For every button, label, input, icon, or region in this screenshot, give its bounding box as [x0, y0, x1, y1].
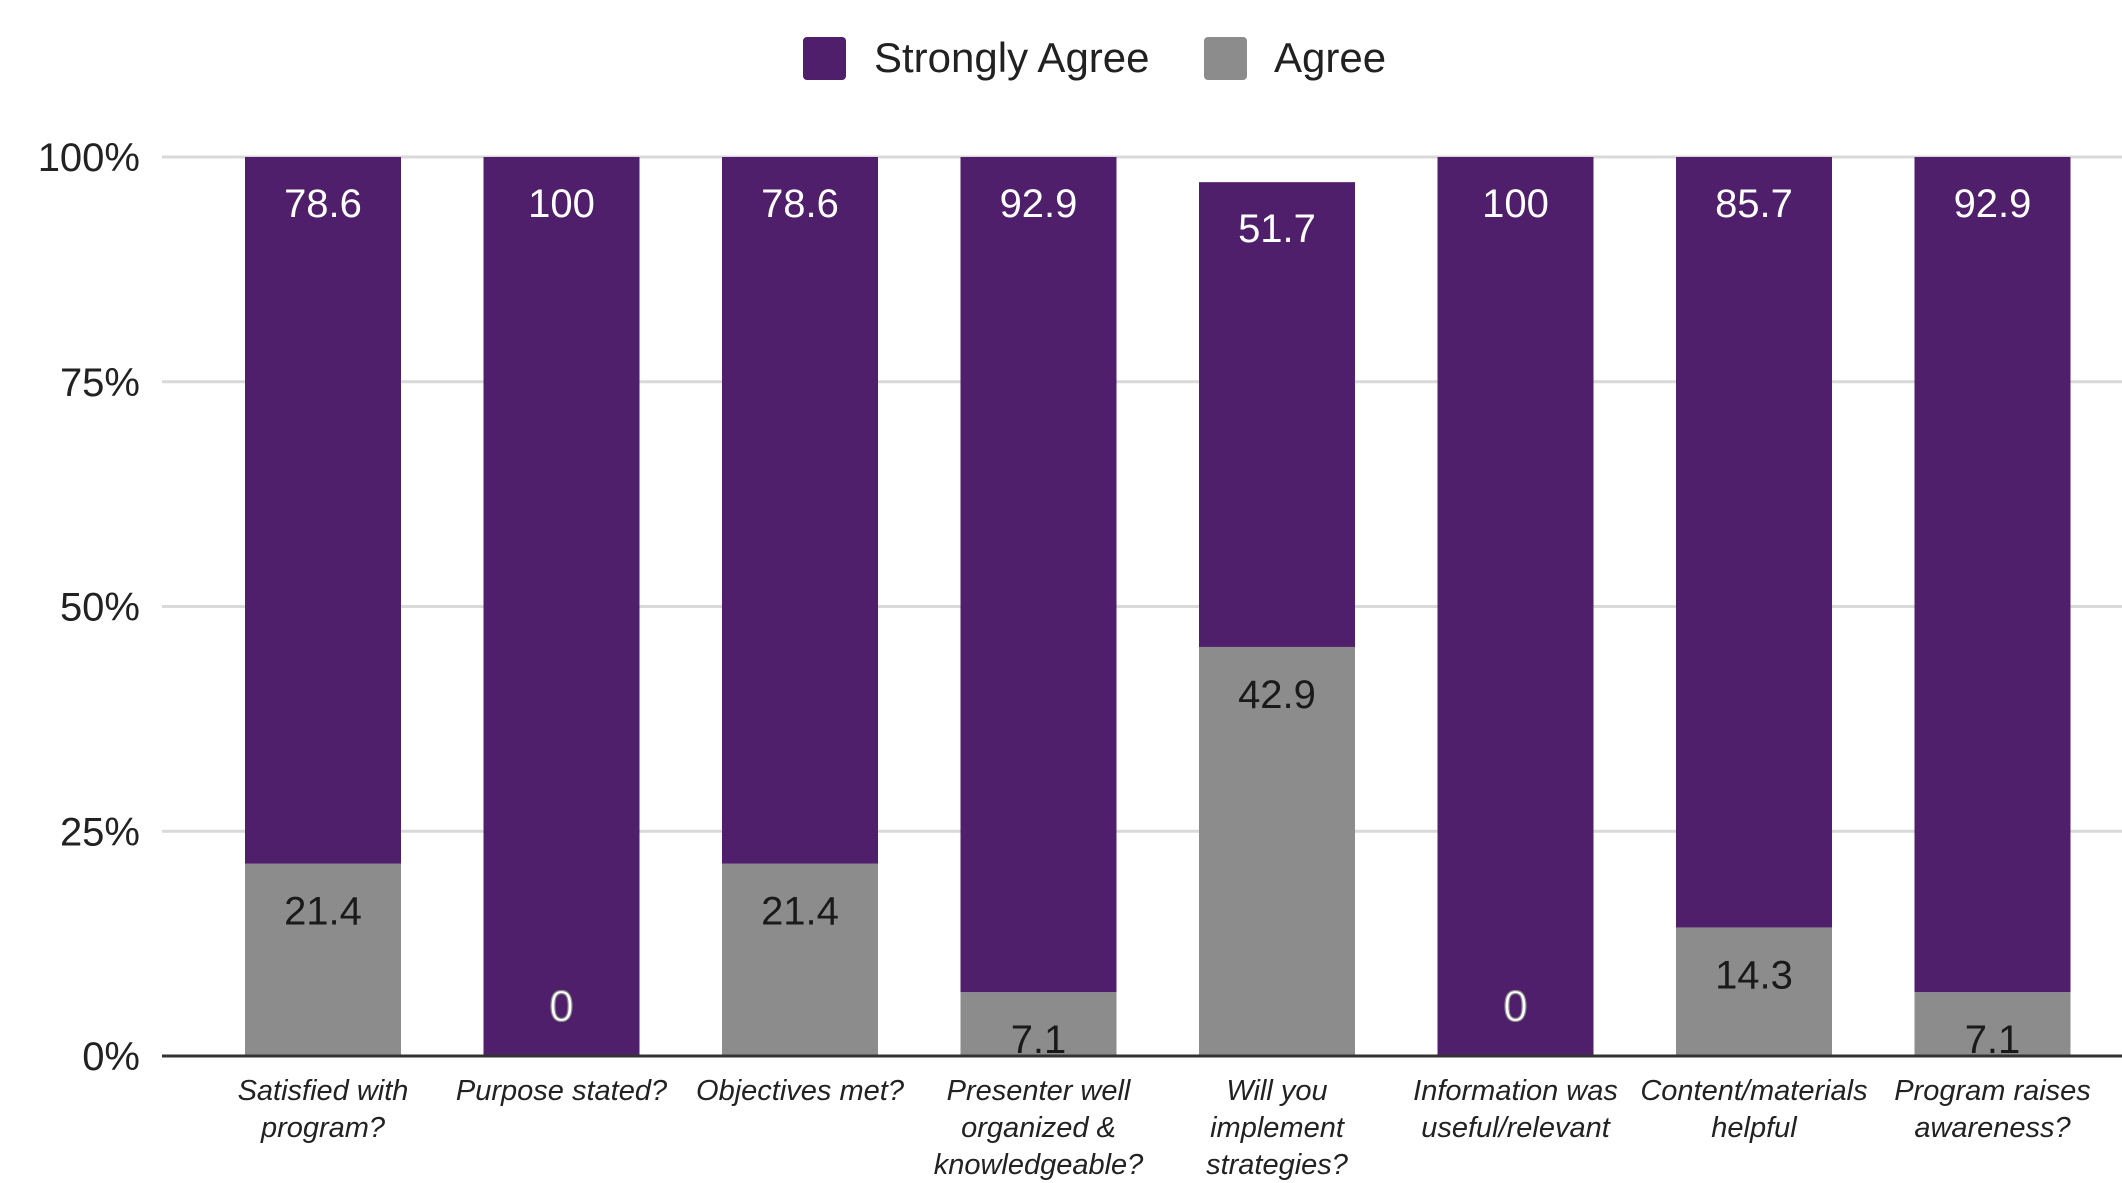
bar-agree: [1199, 646, 1355, 1056]
bar-strongly-agree: [960, 157, 1117, 993]
y-tick-label: 75%: [60, 361, 140, 405]
x-category-label: Program raises: [1894, 1075, 2091, 1107]
data-label-strongly-agree: 78.6: [761, 182, 839, 226]
bar-agree: [1914, 992, 2071, 1056]
x-category-label: helpful: [1711, 1112, 1798, 1144]
y-tick-label: 0%: [82, 1035, 140, 1079]
y-tick-label: 100%: [38, 136, 140, 180]
bar-agree: [245, 863, 401, 1056]
bar-strongly-agree: [1437, 157, 1594, 1056]
x-category-label: Will you: [1226, 1075, 1327, 1107]
x-category-label: implement: [1210, 1112, 1346, 1144]
bar-strongly-agree: [1676, 157, 1832, 928]
data-label-strongly-agree: 51.7: [1238, 207, 1316, 251]
y-tick-label: 50%: [60, 586, 140, 630]
data-label-agree: 21.4: [761, 890, 839, 934]
legend-swatch-strongly-agree: [803, 37, 846, 80]
data-label-strongly-agree: 92.9: [1954, 182, 2032, 226]
data-label-agree: 0: [1503, 982, 1527, 1031]
data-label-strongly-agree: 100: [528, 182, 595, 226]
bar-strongly-agree: [1199, 182, 1355, 647]
x-category-label: awareness?: [1914, 1112, 2071, 1144]
y-tick-label: 25%: [60, 810, 140, 854]
x-category-label: organized &: [961, 1112, 1116, 1144]
x-category-label: Purpose stated?: [456, 1075, 668, 1107]
legend-swatch-agree: [1204, 37, 1247, 80]
x-category-label: Content/materials: [1640, 1075, 1867, 1107]
data-label-strongly-agree: 92.9: [1000, 182, 1078, 226]
x-category-label: useful/relevant: [1421, 1112, 1612, 1144]
legend-label-agree: Agree: [1274, 34, 1386, 81]
data-label-agree: 0: [549, 982, 573, 1031]
x-category-label: Information was: [1413, 1075, 1618, 1107]
data-label-agree: 42.9: [1238, 673, 1316, 717]
data-label-strongly-agree: 85.7: [1715, 182, 1793, 226]
x-category-label: program?: [260, 1112, 386, 1144]
bar-strongly-agree: [245, 157, 401, 864]
x-category-label: Objectives met?: [696, 1075, 905, 1107]
x-category-label: Satisfied with: [238, 1075, 409, 1107]
data-label-agree: 14.3: [1715, 953, 1793, 997]
bar-agree: [1676, 927, 1832, 1056]
x-category-label: Presenter well: [947, 1075, 1132, 1107]
bar-strongly-agree: [1914, 157, 2071, 993]
legend-label-strongly-agree: Strongly Agree: [874, 34, 1150, 81]
x-category-label: knowledgeable?: [934, 1149, 1144, 1181]
bar-strongly-agree: [483, 157, 640, 1056]
x-category-label: strategies?: [1206, 1149, 1349, 1181]
data-label-strongly-agree: 78.6: [284, 182, 362, 226]
data-label-strongly-agree: 100: [1482, 182, 1549, 226]
bar-agree: [960, 992, 1117, 1056]
bar-agree: [722, 863, 878, 1056]
data-label-agree: 21.4: [284, 890, 362, 934]
bar-strongly-agree: [722, 157, 878, 864]
